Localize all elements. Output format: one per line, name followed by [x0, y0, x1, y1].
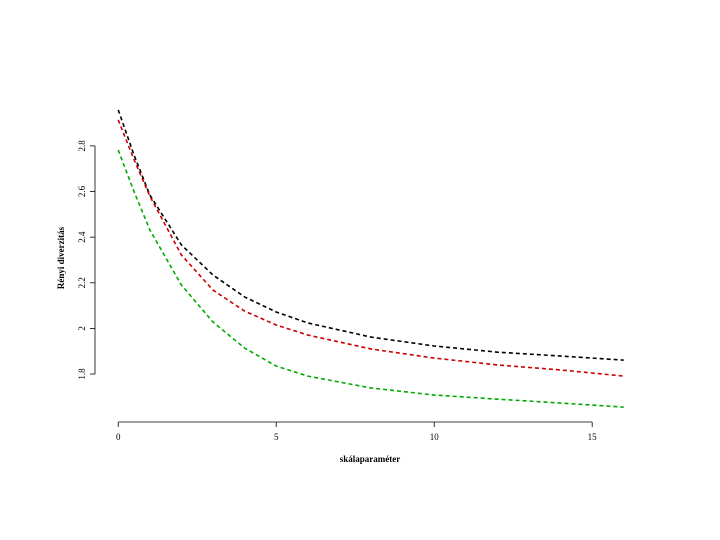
x-tick-label: 5	[274, 432, 279, 442]
y-tick-label: 2.4	[77, 231, 87, 243]
y-tick-label: 2.6	[77, 185, 87, 197]
y-tick-label: 1.8	[77, 368, 87, 380]
series-line	[117, 149, 624, 408]
y-axis-label: Rényi diverzitás	[56, 226, 66, 289]
x-axis-label: skálaparaméter	[340, 454, 401, 464]
y-tick-label: 2	[77, 326, 87, 331]
series-line	[117, 119, 624, 377]
x-tick-label: 15	[588, 432, 598, 442]
series-line	[117, 109, 624, 361]
y-tick-label: 2.2	[77, 277, 87, 288]
x-tick-label: 0	[116, 432, 121, 442]
x-tick-label: 10	[430, 432, 440, 442]
y-tick-label: 2.8	[77, 140, 87, 152]
